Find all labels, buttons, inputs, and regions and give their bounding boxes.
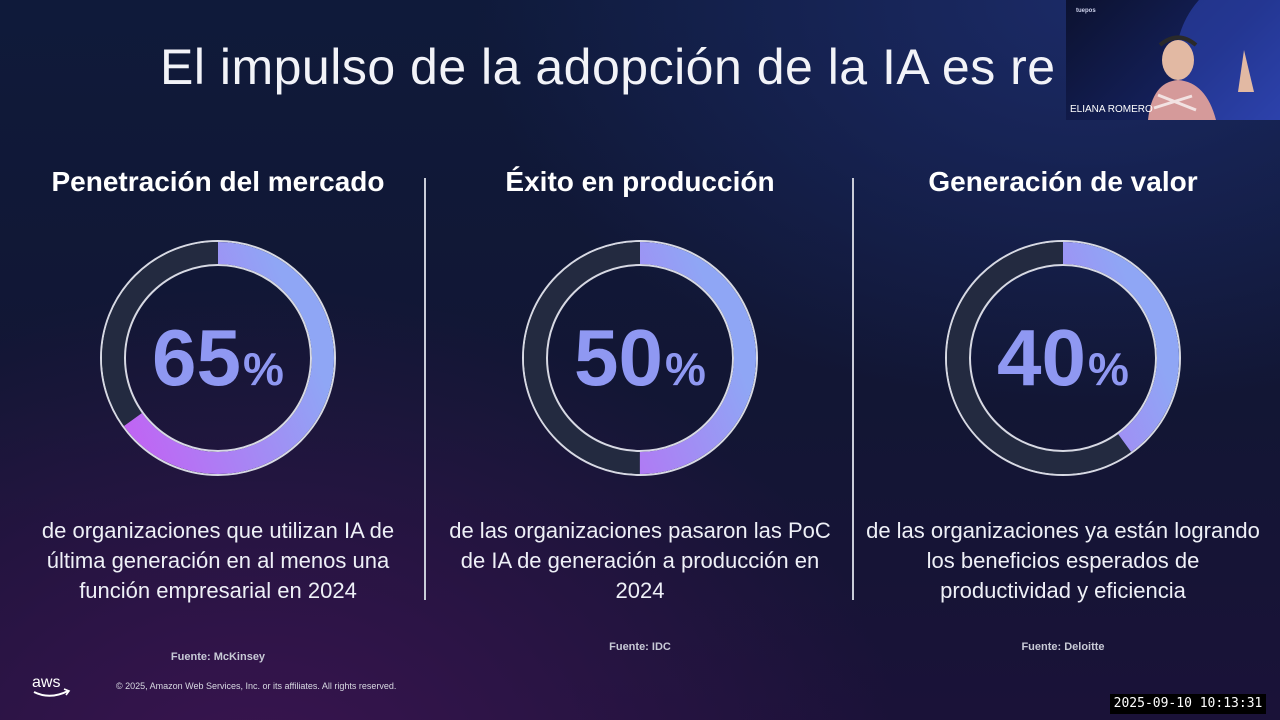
- donut-outer-outline: [100, 240, 336, 476]
- presenter-video-tile[interactable]: tuepos ELIANA ROMERO: [1066, 0, 1280, 120]
- stat-source: Fuente: McKinsey: [170, 651, 266, 663]
- stat-column-production-success: Éxito en producción 50% de las organizac…: [430, 160, 850, 680]
- donut-svg: [945, 240, 1181, 476]
- stat-description: de las organizaciones ya están logrando …: [866, 518, 1260, 603]
- percent-value: 65%: [88, 228, 348, 488]
- donut-outer-outline: [522, 240, 758, 476]
- donut-svg: [100, 240, 336, 476]
- donut-inner-outline: [124, 264, 312, 452]
- donut-inner-outline: [546, 264, 734, 452]
- donut-value-arc: [102, 242, 334, 474]
- percent-number: 40: [997, 313, 1087, 402]
- stat-heading: Éxito en producción: [505, 166, 775, 197]
- donut-outer-outline: [945, 240, 1181, 476]
- meeting-brand-label: tuepos: [1076, 8, 1096, 14]
- percent-sign: %: [1088, 343, 1129, 395]
- donut-inner-outline: [969, 264, 1157, 452]
- aws-arrow-icon: [63, 688, 71, 696]
- copyright-notice: © 2025, Amazon Web Services, Inc. or its…: [116, 681, 397, 691]
- donut-svg: [522, 240, 758, 476]
- percent-value: 50%: [510, 228, 770, 488]
- stat-description: de organizaciones que utilizan IA de últ…: [41, 518, 395, 603]
- recording-timestamp: 2025-09-10 10:13:31: [1110, 694, 1266, 714]
- stat-source: Fuente: Deloitte: [1021, 641, 1105, 653]
- percent-sign: %: [243, 343, 284, 395]
- donut-chart: 40%: [933, 228, 1193, 488]
- speaker-name-label: ELIANA ROMERO: [1070, 104, 1153, 115]
- percent-number: 50: [574, 313, 664, 402]
- aws-logo-text: aws: [32, 674, 60, 691]
- aws-logo: aws: [32, 674, 71, 697]
- slide-title: El impulso de la adopción de la IA es re: [160, 39, 1056, 95]
- stat-heading: Generación de valor: [928, 166, 1198, 197]
- presenter-video-feed: [1148, 0, 1280, 120]
- donut-chart: 50%: [510, 228, 770, 488]
- percent-value: 40%: [933, 228, 1193, 488]
- column-divider: [852, 178, 854, 600]
- stat-column-value-generation: Generación de valor 40% de las organizac…: [853, 160, 1273, 680]
- stat-heading: Penetración del mercado: [51, 166, 385, 197]
- percent-sign: %: [665, 343, 706, 395]
- percent-number: 65: [152, 313, 242, 402]
- stat-column-market-penetration: Penetración del mercado 65% de organizac…: [8, 160, 428, 680]
- stat-source: Fuente: IDC: [609, 641, 671, 653]
- aws-smile-icon: [33, 690, 69, 697]
- donut-value-arc: [947, 242, 1179, 474]
- donut-chart: 65%: [88, 228, 348, 488]
- donut-value-arc: [524, 242, 756, 474]
- column-divider: [424, 178, 426, 600]
- stat-description: de las organizaciones pasaron las PoC de…: [449, 518, 831, 603]
